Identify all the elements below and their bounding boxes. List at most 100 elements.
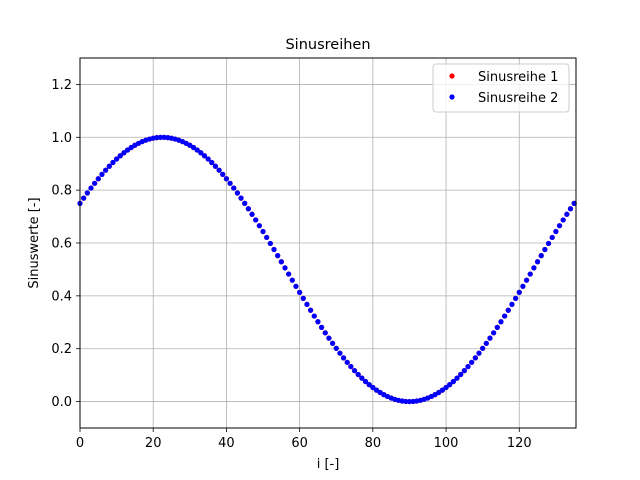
data-point (472, 355, 478, 361)
data-point (95, 176, 101, 182)
y-tick-label: 0.2 (51, 342, 72, 357)
data-point (527, 271, 533, 277)
data-point (458, 371, 464, 378)
data-point (480, 345, 486, 351)
data-point (275, 253, 281, 259)
y-tick-label: 1.0 (51, 131, 72, 146)
data-point (523, 277, 530, 283)
x-tick-label: 80 (365, 436, 382, 451)
data-point (308, 307, 314, 313)
data-point (491, 330, 497, 336)
y-tick-label: 0.8 (51, 184, 72, 199)
chart-title: Sinusreihen (285, 37, 370, 53)
data-point (271, 246, 277, 253)
data-point (190, 144, 197, 151)
data-point (286, 271, 292, 277)
data-point (293, 283, 299, 289)
grid (79, 58, 576, 428)
data-point (81, 195, 87, 201)
data-point (439, 387, 445, 393)
data-point (531, 265, 537, 271)
y-tick-label: 0.4 (51, 289, 72, 304)
data-point (267, 240, 273, 247)
data-point (571, 200, 577, 206)
data-point (483, 340, 489, 346)
data-point (110, 159, 116, 166)
data-point (542, 246, 548, 253)
data-point (231, 185, 237, 191)
y-tick-label: 0.0 (51, 395, 72, 410)
data-point (348, 363, 354, 370)
legend: Sinusreihe 1 Sinusreihe 2 (432, 63, 570, 113)
data-point (351, 368, 358, 374)
y-tick-label: 1.2 (51, 78, 72, 93)
data-point (212, 163, 219, 169)
data-point (249, 211, 255, 217)
data-point (545, 240, 552, 247)
data-point (505, 307, 511, 313)
data-point (333, 345, 339, 351)
data-point (315, 319, 321, 325)
data-point (340, 355, 347, 361)
data-point (337, 350, 343, 356)
data-point (403, 398, 409, 405)
data-point (88, 185, 94, 191)
data-point (567, 206, 574, 212)
data-point (99, 171, 105, 177)
legend-label-series-2: Sinusreihe 2 (478, 91, 558, 106)
y-axis-ticks: 0.0 0.2 0.4 0.6 0.8 1.0 1.2 (51, 78, 80, 410)
data-point (84, 190, 90, 196)
data-point (556, 223, 563, 229)
x-tick-label: 120 (507, 436, 532, 451)
data-point (223, 176, 230, 182)
data-point (549, 234, 555, 241)
data-point (454, 375, 460, 381)
data-point (513, 295, 519, 301)
x-tick-label: 20 (145, 436, 162, 451)
data-points (77, 134, 577, 405)
data-point (362, 378, 369, 385)
data-point (487, 335, 493, 341)
data-point (124, 147, 131, 153)
data-point (465, 363, 471, 370)
data-point (538, 253, 544, 259)
data-point (450, 378, 456, 385)
data-point (157, 134, 164, 140)
data-point (355, 371, 361, 378)
x-tick-label: 0 (76, 436, 84, 451)
data-point (260, 228, 266, 235)
data-point (300, 295, 306, 301)
data-point (121, 150, 127, 156)
data-point (245, 206, 251, 212)
data-point (238, 195, 244, 201)
data-point (201, 153, 208, 159)
legend-box (432, 63, 570, 113)
data-point (289, 277, 295, 283)
data-point (443, 384, 449, 391)
data-point (114, 156, 120, 162)
data-point (469, 359, 475, 365)
data-point (278, 259, 284, 265)
data-point (476, 350, 482, 356)
legend-marker-series-2 (449, 94, 455, 100)
data-point (447, 382, 453, 388)
data-point (498, 319, 504, 325)
data-point (227, 180, 233, 186)
data-point (461, 368, 467, 374)
data-point (370, 384, 376, 391)
data-point (92, 180, 98, 186)
data-point (304, 301, 310, 307)
data-point (103, 167, 109, 173)
data-point (366, 382, 372, 388)
data-point (553, 228, 559, 235)
data-point (318, 324, 325, 330)
data-point (311, 313, 317, 319)
data-point (326, 335, 332, 341)
x-axis-ticks: 0 20 40 60 80 100 120 (76, 428, 532, 451)
data-point (117, 153, 123, 159)
x-tick-label: 40 (218, 436, 235, 451)
data-point (322, 330, 328, 336)
x-tick-label: 60 (291, 436, 308, 451)
data-point (297, 289, 303, 295)
